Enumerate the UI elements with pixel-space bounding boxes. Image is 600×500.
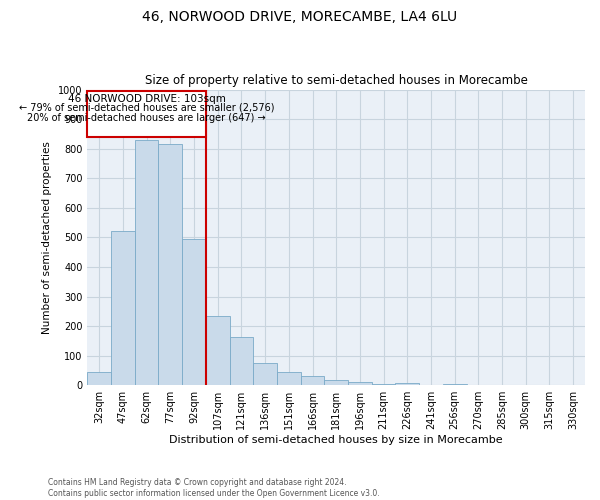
Bar bbox=[253, 363, 277, 385]
Bar bbox=[206, 316, 230, 385]
Bar bbox=[443, 384, 467, 385]
Text: Contains HM Land Registry data © Crown copyright and database right 2024.
Contai: Contains HM Land Registry data © Crown c… bbox=[48, 478, 380, 498]
Text: 46, NORWOOD DRIVE, MORECAMBE, LA4 6LU: 46, NORWOOD DRIVE, MORECAMBE, LA4 6LU bbox=[142, 10, 458, 24]
Bar bbox=[230, 337, 253, 385]
Text: ← 79% of semi-detached houses are smaller (2,576): ← 79% of semi-detached houses are smalle… bbox=[19, 103, 274, 113]
Text: 46 NORWOOD DRIVE: 103sqm: 46 NORWOOD DRIVE: 103sqm bbox=[68, 94, 226, 104]
Bar bbox=[372, 384, 395, 385]
Bar bbox=[111, 232, 135, 385]
X-axis label: Distribution of semi-detached houses by size in Morecambe: Distribution of semi-detached houses by … bbox=[169, 435, 503, 445]
Bar bbox=[88, 372, 111, 385]
Y-axis label: Number of semi-detached properties: Number of semi-detached properties bbox=[43, 141, 52, 334]
Bar bbox=[88, 91, 206, 137]
Bar bbox=[395, 382, 419, 385]
Bar bbox=[182, 239, 206, 385]
Bar bbox=[158, 144, 182, 385]
Title: Size of property relative to semi-detached houses in Morecambe: Size of property relative to semi-detach… bbox=[145, 74, 527, 87]
Bar bbox=[325, 380, 348, 385]
Bar bbox=[135, 140, 158, 385]
Bar bbox=[348, 382, 372, 385]
Bar bbox=[277, 372, 301, 385]
Bar bbox=[301, 376, 325, 385]
Text: 20% of semi-detached houses are larger (647) →: 20% of semi-detached houses are larger (… bbox=[28, 113, 266, 123]
